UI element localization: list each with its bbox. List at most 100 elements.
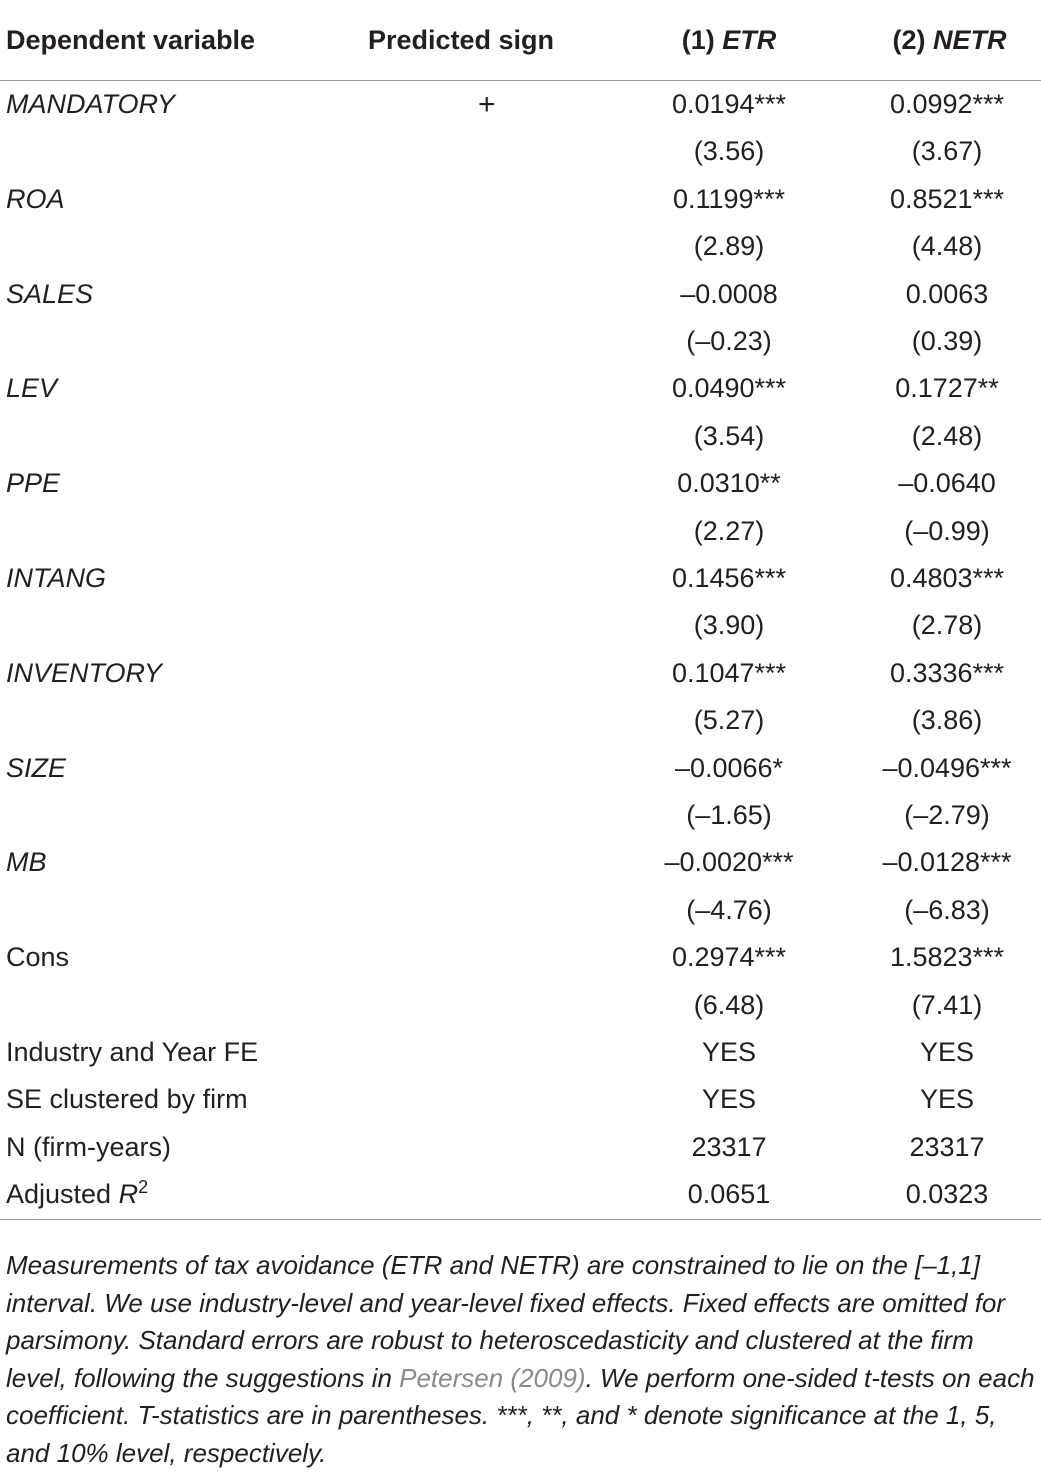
table-row: INVENTORY 0.1047*** 0.3336*** (0, 650, 1041, 697)
model-2-value-text: (4.48) (911, 231, 983, 262)
footnote-citation-link[interactable]: Petersen (2009) (399, 1362, 586, 1393)
model-2-value-text: –0.0496*** (882, 752, 1012, 783)
row-predicted-sign (330, 887, 600, 934)
row-label (0, 128, 330, 175)
model-2-value-text: (2.48) (911, 420, 983, 451)
row-label: LEV (6, 373, 58, 404)
row-predicted-sign (330, 839, 600, 886)
row-model-2-value: (2.78) (858, 602, 1041, 649)
table-row: (2.27) (–0.99) (0, 508, 1041, 555)
row-predicted-sign (330, 697, 600, 744)
table-row: (6.48) (7.41) (0, 982, 1041, 1029)
row-model-2-value: (3.67) (858, 128, 1041, 175)
row-model-1-value: (–0.23) (600, 318, 858, 365)
row-label (0, 602, 330, 649)
row-model-1-value: 0.0490*** (600, 365, 858, 412)
row-model-1-value: (5.27) (600, 697, 858, 744)
row-predicted-sign (330, 318, 600, 365)
adj-r2-symbol: R (118, 1179, 139, 1210)
row-label: SIZE (6, 752, 67, 783)
row-predicted-sign (330, 1076, 600, 1123)
table-row: Cons 0.2974*** 1.5823*** (0, 934, 1041, 981)
header-dependent-variable: Dependent variable (0, 0, 330, 81)
header-model-2-name: NETR (933, 25, 1007, 55)
row-predicted-sign (330, 176, 600, 223)
model-2-value-text: 1.5823*** (889, 942, 1005, 973)
model-1-value-text: 0.1199*** (672, 183, 786, 214)
table-row: (–0.23) (0.39) (0, 318, 1041, 365)
row-model-2-value: YES (858, 1076, 1041, 1123)
row-label: INTANG (6, 562, 106, 593)
row-model-2-value: (4.48) (858, 223, 1041, 270)
row-predicted-sign (330, 128, 600, 175)
model-1-value-text: (3.56) (693, 136, 765, 167)
row-label (0, 223, 330, 270)
row-label (0, 413, 330, 460)
row-predicted-sign (330, 745, 600, 792)
row-label: INVENTORY (6, 657, 163, 688)
row-model-1-value: YES (600, 1076, 858, 1123)
row-model-2-value: (3.86) (858, 697, 1041, 744)
model-1-value-text: YES (701, 1036, 757, 1067)
row-model-1-value: 0.0194*** (600, 81, 858, 129)
header-predicted-sign: Predicted sign (330, 0, 600, 81)
model-1-value-text: (3.54) (693, 420, 765, 451)
row-model-1-value: –0.0066* (600, 745, 858, 792)
row-model-1-value: (3.56) (600, 128, 858, 175)
model-1-value-text: 0.0651 (687, 1179, 771, 1210)
row-model-2-value: 0.1727** (858, 365, 1041, 412)
row-model-1-value: 0.0310** (600, 460, 858, 507)
row-label: Adjusted R2 (0, 1171, 330, 1220)
row-model-1-value: (3.90) (600, 602, 858, 649)
table-row: ROA 0.1199*** 0.8521*** (0, 176, 1041, 223)
model-2-value-text: 23317 (909, 1131, 985, 1162)
model-1-value-text: –0.0066* (674, 752, 784, 783)
adj-r2-superscript: 2 (138, 1177, 149, 1198)
footnote-text-after: . We perform one-sided t-tests on each c… (6, 1362, 1035, 1468)
row-label (0, 982, 330, 1029)
model-1-value-text: YES (701, 1084, 757, 1115)
model-2-value-text: (0.39) (911, 326, 983, 356)
table-row: PPE 0.0310** –0.0640 (0, 460, 1041, 507)
table-row: SIZE –0.0066* –0.0496*** (0, 745, 1041, 792)
model-1-value-text: (2.27) (693, 515, 765, 546)
model-1-value-text: (5.27) (693, 705, 765, 736)
model-2-value-text: (3.86) (911, 705, 983, 736)
row-predicted-sign (330, 555, 600, 602)
row-predicted-sign (330, 602, 600, 649)
row-predicted-sign (330, 271, 600, 318)
model-2-value-text: (–0.99) (904, 515, 990, 546)
row-predicted-sign (330, 223, 600, 270)
table-row: SE clustered by firm YES YES (0, 1076, 1041, 1123)
row-model-2-value: (–0.99) (858, 508, 1041, 555)
row-predicted-sign (330, 1171, 600, 1220)
header-model-1-name: ETR (722, 25, 777, 55)
row-model-2-value: 1.5823*** (858, 934, 1041, 981)
model-1-value-text: 0.0310** (677, 468, 781, 499)
model-2-value-text: YES (919, 1084, 975, 1115)
regression-table: Dependent variable Predicted sign (1) ET… (0, 0, 1041, 1220)
row-model-1-value: 0.1456*** (600, 555, 858, 602)
table-row: N (firm-years) 23317 23317 (0, 1124, 1041, 1171)
header-model-2-prefix: (2) (892, 25, 933, 55)
row-model-1-value: (2.89) (600, 223, 858, 270)
row-predicted-sign (330, 460, 600, 507)
row-model-2-value: 0.0063 (858, 271, 1041, 318)
row-label: N (firm-years) (6, 1131, 171, 1162)
model-1-value-text: (–1.65) (686, 799, 772, 830)
row-label: MB (6, 847, 47, 878)
row-model-2-value: (0.39) (858, 318, 1041, 365)
model-1-value-text: (6.48) (693, 989, 765, 1020)
row-model-1-value: (–1.65) (600, 792, 858, 839)
model-2-value-text: 0.4803*** (889, 562, 1005, 593)
row-label (0, 887, 330, 934)
table-row-adjusted-r2: Adjusted R2 0.0651 0.0323 (0, 1171, 1041, 1220)
header-model-1-prefix: (1) (681, 25, 723, 55)
row-predicted-sign (330, 934, 600, 981)
model-2-value-text: –0.0128*** (882, 847, 1012, 878)
model-1-value-text: (2.89) (693, 231, 765, 262)
row-label (0, 792, 330, 839)
table-row: (2.89) (4.48) (0, 223, 1041, 270)
row-predicted-sign (330, 792, 600, 839)
model-2-value-text: (7.41) (911, 989, 983, 1020)
